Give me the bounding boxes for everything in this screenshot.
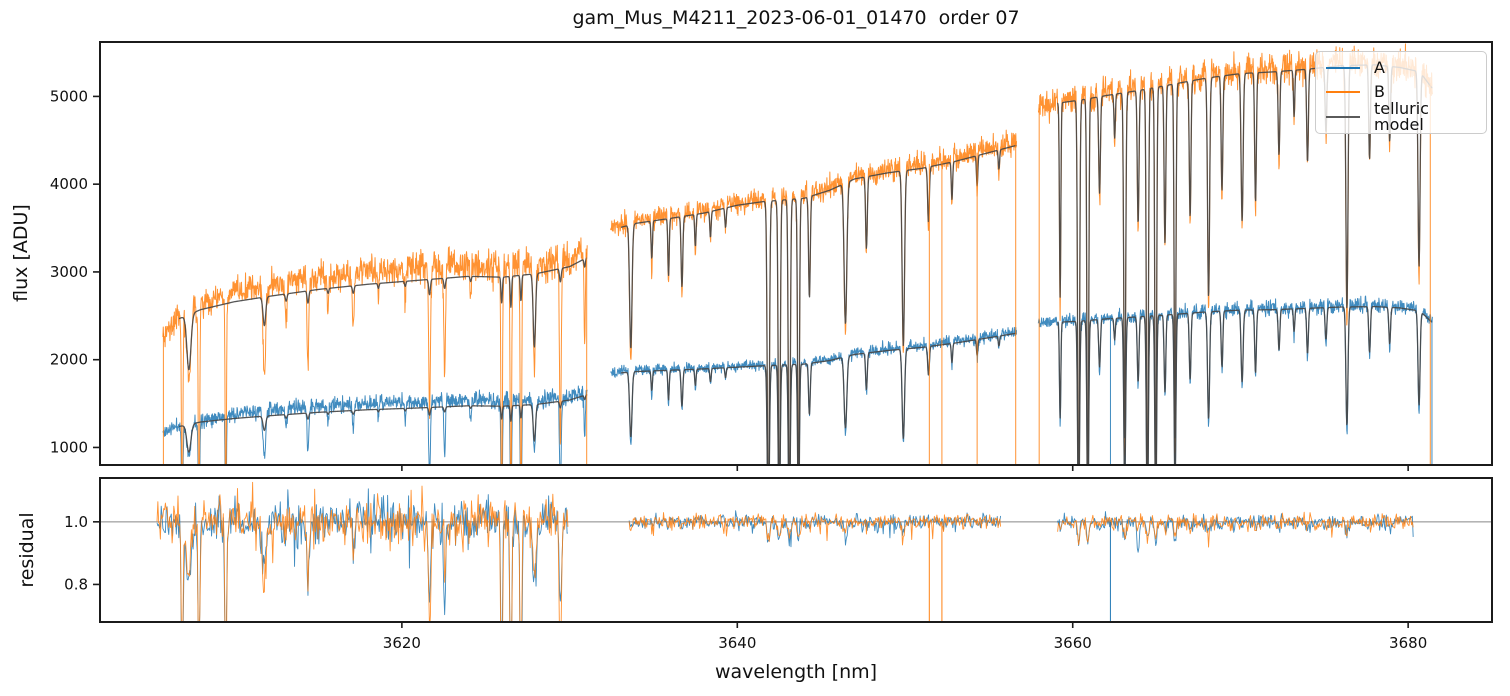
legend-entry-label: A — [1374, 58, 1385, 77]
flux-axis-label: flux [ADU] — [10, 204, 32, 302]
x-axis-label: wavelength [nm] — [714, 661, 878, 683]
legend-line-swatch — [1326, 67, 1360, 69]
legend-entry: B — [1326, 80, 1476, 104]
legend-line-swatch — [1326, 91, 1360, 93]
legend-entry-label: B — [1374, 82, 1385, 101]
legend-entry-label: telluric model — [1374, 98, 1429, 134]
plot-title: gam_Mus_M4211_2023-06-01_01470 order 07 — [572, 7, 1020, 29]
residual-axis-label: residual — [16, 512, 38, 588]
legend-line-swatch — [1326, 115, 1360, 118]
legend-entry: A — [1326, 56, 1476, 80]
legend-entry: telluric model — [1326, 100, 1476, 132]
